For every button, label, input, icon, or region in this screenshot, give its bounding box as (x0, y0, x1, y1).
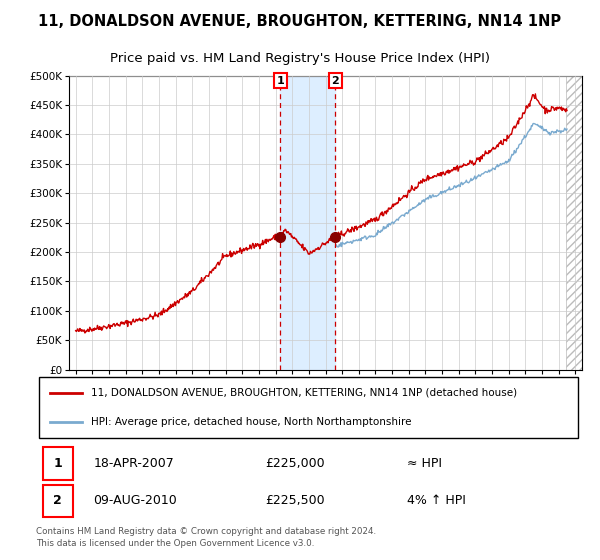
FancyBboxPatch shape (39, 377, 578, 438)
FancyBboxPatch shape (43, 484, 73, 517)
Text: 11, DONALDSON AVENUE, BROUGHTON, KETTERING, NN14 1NP: 11, DONALDSON AVENUE, BROUGHTON, KETTERI… (38, 13, 562, 29)
Text: 4% ↑ HPI: 4% ↑ HPI (407, 494, 466, 507)
Text: 09-AUG-2010: 09-AUG-2010 (94, 494, 177, 507)
Bar (566, 76, 582, 370)
Text: 18-APR-2007: 18-APR-2007 (94, 457, 174, 470)
Text: 2: 2 (53, 494, 62, 507)
Text: 1: 1 (53, 457, 62, 470)
Text: £225,000: £225,000 (265, 457, 325, 470)
Text: Price paid vs. HM Land Registry's House Price Index (HPI): Price paid vs. HM Land Registry's House … (110, 53, 490, 66)
Text: ≈ HPI: ≈ HPI (407, 457, 442, 470)
Text: £225,500: £225,500 (265, 494, 325, 507)
Text: 2: 2 (332, 76, 340, 86)
Bar (280, 76, 335, 370)
Text: Contains HM Land Registry data © Crown copyright and database right 2024.
This d: Contains HM Land Registry data © Crown c… (36, 527, 376, 548)
Text: HPI: Average price, detached house, North Northamptonshire: HPI: Average price, detached house, Nort… (91, 417, 411, 427)
Text: 1: 1 (277, 76, 284, 86)
Text: 11, DONALDSON AVENUE, BROUGHTON, KETTERING, NN14 1NP (detached house): 11, DONALDSON AVENUE, BROUGHTON, KETTERI… (91, 388, 517, 398)
FancyBboxPatch shape (43, 447, 73, 480)
